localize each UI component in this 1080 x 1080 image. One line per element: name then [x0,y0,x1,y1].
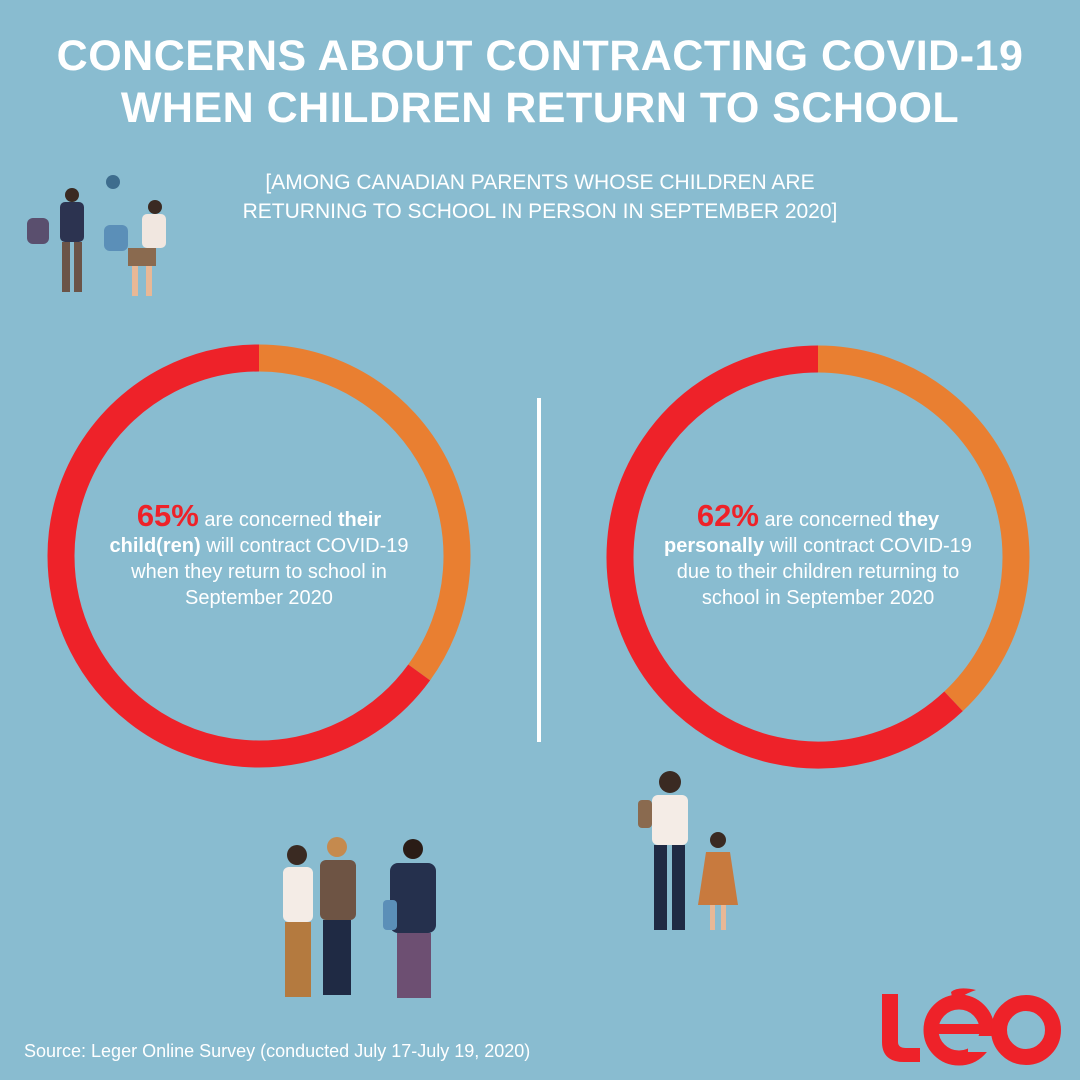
donut-slice-concerned [47,344,431,768]
students-illustration [27,175,166,296]
donut-chart-personal [606,345,1030,769]
donut-slice-remainder [258,344,471,681]
donut-slice-remainder [817,345,1030,712]
leo-logo [882,988,1061,1066]
source-note: Source: Leger Online Survey (conducted J… [24,1041,531,1061]
donut-label-personal: 62% are concerned they personally will co… [664,498,972,609]
divider [537,398,541,742]
percent-value: 62% [696,498,759,533]
subtitle: [AMONG CANADIAN PARENTS WHOSE CHILDREN A… [242,171,838,223]
donut-slice-concerned [606,345,963,769]
donut-label-child: 65% are concerned their child(ren) will c… [109,498,409,609]
donut-chart-child [47,344,471,768]
page-title: CONCERNS ABOUT CONTRACTING COVID-19 WHEN… [56,32,1024,132]
teens-illustration [283,837,436,998]
percent-value: 65% [136,498,199,533]
parent-child-illustration [638,771,738,930]
